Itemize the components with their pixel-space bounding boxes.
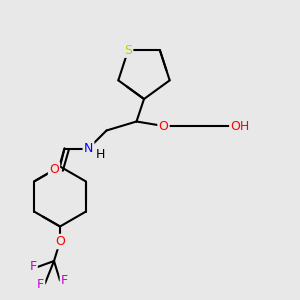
Text: S: S (124, 44, 132, 57)
Text: H: H (96, 148, 105, 161)
Text: F: F (29, 260, 37, 274)
Text: O: O (55, 235, 65, 248)
Text: N: N (84, 142, 93, 155)
Text: F: F (61, 274, 68, 287)
Text: OH: OH (230, 119, 250, 133)
Text: F: F (37, 278, 44, 292)
Text: O: O (159, 119, 168, 133)
Text: O: O (49, 163, 59, 176)
